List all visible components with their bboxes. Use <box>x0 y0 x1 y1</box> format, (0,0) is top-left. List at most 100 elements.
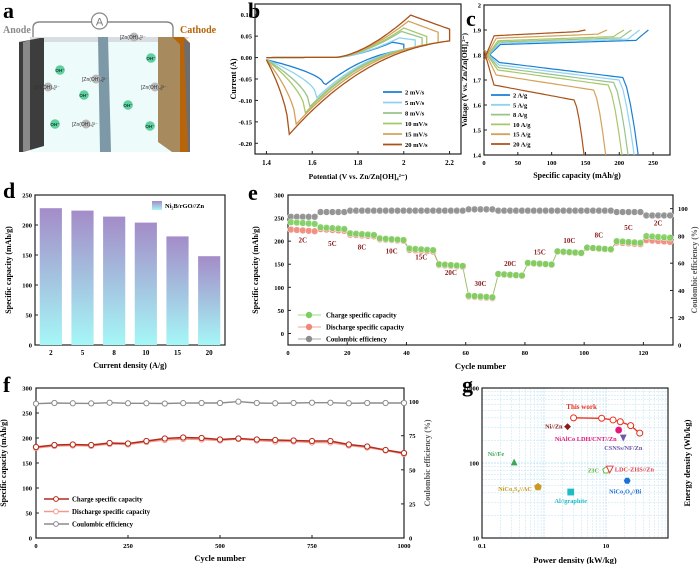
legend-label: Charge specific capacity <box>72 497 143 504</box>
hydroxide-ion: OH⁻ <box>79 90 89 100</box>
point-label: NiAlCo LDH/CNT//Zn <box>555 436 617 443</box>
discharge-curve <box>483 49 629 156</box>
marker-circle <box>615 426 623 434</box>
data-point <box>198 399 205 407</box>
y-tick-label: 100 <box>469 461 479 468</box>
gcd-chart: 0 50 100 150 200 250 1.4 1.5 1.6 1.7 1.8 1.9 2 Specif… <box>460 3 671 180</box>
data-point <box>253 436 260 443</box>
data-point <box>106 399 113 406</box>
legend-label: Discharge specific capacity <box>72 509 151 516</box>
marker-square <box>567 488 575 496</box>
zincate-ion: [Zn(OH)₄]²⁻ <box>120 32 146 42</box>
plot-frame <box>34 194 226 346</box>
long-cycling-chart: 0 250 500 750 100005010015020025030002550751… <box>0 386 432 564</box>
marker-hexagon <box>623 477 631 484</box>
point-label: LDC-ZHS//Zn <box>615 466 655 473</box>
data-point <box>607 207 615 215</box>
discharge-curve <box>483 49 639 156</box>
data-point <box>488 205 496 213</box>
marker-triangle <box>510 458 518 466</box>
data-point <box>216 436 224 443</box>
data-point <box>235 398 242 405</box>
data-point <box>345 441 352 448</box>
legend-label: 10 A/g <box>513 122 531 129</box>
y2-tick-label: 75 <box>409 433 416 440</box>
data-point <box>311 213 319 221</box>
y-tick-label: -0.10 <box>238 98 252 105</box>
zincate-bubble <box>43 82 53 92</box>
this-work-point <box>636 429 644 437</box>
marker-triangle <box>619 434 627 442</box>
x-tick-label: 5 <box>81 349 85 357</box>
x-axis-label: Cycle number <box>455 361 506 371</box>
x-tick-label: 10 <box>142 349 150 357</box>
battery-schematic: A Anode Cathode [Zn(OH)₄]²⁻[Zn(OH)₄]²⁻[Z… <box>3 12 217 152</box>
data-point <box>577 249 585 257</box>
panel-label-c: c <box>466 6 476 31</box>
hydroxide-ion: OH⁻ <box>50 119 60 129</box>
y-tick-label: 250 <box>22 193 32 200</box>
x-tick-label: 8 <box>112 349 116 357</box>
data-point <box>69 400 76 407</box>
hydroxide-bubble <box>145 121 155 131</box>
y2-tick-label: 0 <box>678 343 681 350</box>
rate-label: 15C <box>415 254 427 262</box>
data-point <box>253 399 260 407</box>
data-point <box>327 437 334 445</box>
y-tick-label: 200 <box>22 436 32 443</box>
legend-marker <box>53 508 59 515</box>
y-tick-label: 1000 <box>466 386 479 393</box>
y-tick-label: 0.05 <box>241 34 253 41</box>
point-label: Al//graphite <box>554 498 587 505</box>
point-label: CSNSs/NF/Zn <box>604 445 643 452</box>
rate-label: 15C <box>534 249 546 257</box>
hydroxide-label: OH⁻ <box>50 122 60 127</box>
hydroxide-ion: OH⁻ <box>146 53 156 63</box>
hydroxide-label: OH⁻ <box>123 103 133 108</box>
point-label: Ni//Zn <box>545 424 563 431</box>
data-point <box>290 399 297 407</box>
this-work-label: This work <box>566 403 597 411</box>
rate-label: 8C <box>358 243 367 251</box>
hydroxide-ion: OH⁻ <box>145 121 155 131</box>
data-point <box>459 207 467 215</box>
zincate-label: [Zn(OH)₄]²⁻ <box>120 35 146 41</box>
data-point <box>636 239 645 247</box>
rate-label: 5C <box>328 240 337 248</box>
y-tick-label: 300 <box>22 386 32 393</box>
bar-8 <box>103 216 126 345</box>
y2-tick-label: 80 <box>678 233 685 240</box>
y2-tick-label: 100 <box>409 399 419 406</box>
data-point <box>180 434 187 441</box>
legend-marker <box>305 323 313 331</box>
x-tick-label: 0 <box>286 350 289 357</box>
panel-label-a: a <box>3 0 14 23</box>
y-tick-label: 300 <box>274 193 284 200</box>
x-tick-label: 2 <box>402 159 406 167</box>
x-tick-label: 15 <box>174 349 182 357</box>
data-point <box>400 399 408 407</box>
data-point <box>547 260 556 269</box>
data-point <box>364 443 371 450</box>
zincate-ion: [Zn(OH)₄]²⁻ <box>34 82 60 92</box>
zincate-ion: [Zn(OH)₄]²⁻ <box>82 74 108 84</box>
plot-frame <box>481 387 669 539</box>
y-tick-label: 0 <box>29 536 32 543</box>
data-point <box>143 437 150 445</box>
x-tick-label: 80 <box>522 350 529 357</box>
legend-marker <box>53 521 59 527</box>
y-axis-label: Energy density (Wh/kg) <box>682 419 692 506</box>
y-tick-label: 1.5 <box>473 128 482 135</box>
x-axis-label: Current density (A/g) <box>93 361 167 370</box>
x-tick-label: 40 <box>403 350 410 357</box>
zincate-label: [Zn(OH)₄]²⁻ <box>34 85 60 91</box>
data-point <box>161 400 168 407</box>
y2-tick-label: 0 <box>409 536 412 543</box>
legend-label: 8 A/g <box>513 112 528 119</box>
rate-label: 20C <box>445 269 457 277</box>
legend-swatch <box>152 201 162 210</box>
separator <box>98 37 111 152</box>
data-point <box>106 439 113 447</box>
data-point <box>290 437 297 444</box>
